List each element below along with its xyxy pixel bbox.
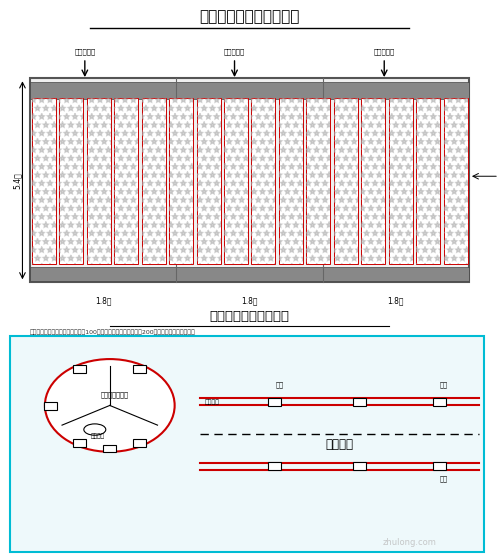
Text: 蒸汽管道: 蒸汽管道: [90, 433, 104, 439]
Bar: [73, 366, 86, 372]
Bar: [279, 98, 303, 264]
Text: 测点位置电路图: 测点位置电路图: [101, 392, 129, 399]
Bar: [197, 98, 221, 264]
Bar: [389, 98, 413, 264]
Bar: [361, 98, 385, 264]
Bar: [389, 98, 413, 264]
Bar: [197, 98, 221, 264]
Text: 测点: 测点: [275, 381, 283, 388]
Bar: [73, 439, 86, 446]
Bar: [30, 78, 469, 282]
Bar: [444, 98, 468, 264]
Text: 蒸汽进入口: 蒸汽进入口: [224, 48, 245, 55]
Bar: [114, 98, 138, 264]
Text: 测点: 测点: [440, 381, 448, 388]
Bar: [59, 98, 83, 264]
Text: 说明：砂石材料加热体系蒸汽压力100毫米水柱蒸管管径排列间距200毫米水平列布设排列；蒸
管上设有排放死角气孔、是手动放散砂石机构，材料上方覆盖塑料布密闭保温层: 说明：砂石材料加热体系蒸汽压力100毫米水柱蒸管管径排列间距200毫米水平列布设…: [30, 329, 196, 342]
Text: 蒸汽进入口: 蒸汽进入口: [74, 48, 95, 55]
Text: 1.8米: 1.8米: [388, 296, 404, 305]
Ellipse shape: [45, 359, 175, 452]
Bar: [353, 463, 366, 470]
Bar: [133, 366, 146, 372]
Text: 隧道洞内测温点布置图: 隧道洞内测温点布置图: [210, 310, 289, 323]
Text: 砂石材料加热体系布置图: 砂石材料加热体系布置图: [199, 10, 300, 25]
Text: 5.4米: 5.4米: [13, 172, 22, 189]
Bar: [133, 439, 146, 446]
Text: 1.8米: 1.8米: [95, 296, 111, 305]
Text: 隧道中线: 隧道中线: [325, 438, 353, 451]
Bar: [334, 98, 358, 264]
Bar: [224, 98, 248, 264]
Text: 蒸汽管道: 蒸汽管道: [205, 399, 220, 405]
Bar: [43, 402, 56, 409]
Bar: [169, 98, 193, 264]
Bar: [306, 98, 330, 264]
Bar: [444, 98, 468, 264]
Circle shape: [84, 424, 106, 435]
Bar: [224, 98, 248, 264]
Bar: [306, 98, 330, 264]
Bar: [416, 98, 440, 264]
Bar: [30, 267, 469, 281]
Bar: [353, 398, 366, 405]
Bar: [87, 98, 111, 264]
Bar: [142, 98, 166, 264]
Text: 蒸汽进入口: 蒸汽进入口: [374, 48, 395, 55]
Bar: [334, 98, 358, 264]
Bar: [87, 98, 111, 264]
Bar: [268, 398, 281, 405]
Bar: [251, 98, 275, 264]
Text: 1.8米: 1.8米: [241, 296, 258, 305]
Bar: [30, 82, 469, 99]
Text: zhulong.com: zhulong.com: [382, 538, 436, 547]
Bar: [433, 463, 446, 470]
Bar: [32, 98, 56, 264]
Bar: [32, 98, 56, 264]
Bar: [279, 98, 303, 264]
Bar: [361, 98, 385, 264]
Bar: [416, 98, 440, 264]
Bar: [10, 336, 484, 552]
Bar: [251, 98, 275, 264]
Bar: [142, 98, 166, 264]
Bar: [433, 398, 446, 405]
Bar: [103, 445, 116, 452]
Bar: [169, 98, 193, 264]
Bar: [59, 98, 83, 264]
Bar: [114, 98, 138, 264]
Bar: [268, 463, 281, 470]
Text: 测点: 测点: [440, 475, 448, 482]
